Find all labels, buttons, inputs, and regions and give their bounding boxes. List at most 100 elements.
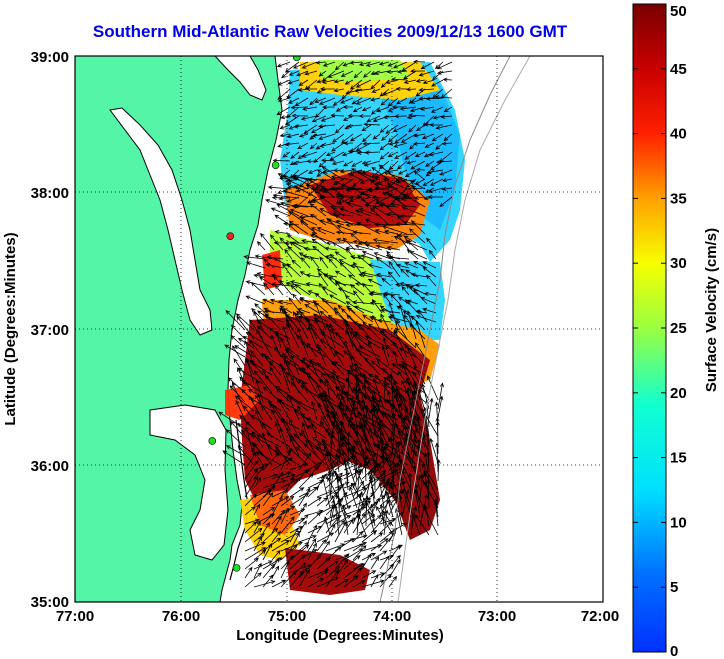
velocity-arrow [400,268,410,278]
velocity-arrow [306,425,327,439]
velocity-arrow [387,151,399,158]
velocity-arrow [321,158,336,163]
velocity-arrow [253,443,273,466]
velocity-arrow [415,320,426,349]
velocity-arrow [335,195,354,208]
velocity-arrow [425,96,444,101]
velocity-arrow [367,323,390,340]
velocity-arrow [334,124,345,134]
velocity-arrow [286,88,300,99]
velocity-arrow [381,225,408,235]
colorbar-tick-label: 25 [670,320,687,337]
velocity-arrow [308,359,336,376]
velocity-arrow [421,463,439,491]
velocity-arrow [320,331,345,349]
velocity-arrow [370,106,381,115]
velocity-arrow [277,400,300,412]
velocity-arrow [248,339,264,358]
velocity-arrow [404,437,412,464]
velocity-arrow [326,413,340,437]
velocity-arrow [271,557,280,570]
velocity-arrow [253,503,261,516]
colorbar-tick-label: 5 [670,579,678,596]
velocity-arrow [415,283,428,288]
velocity-arrow [271,496,290,507]
velocity-arrow [416,416,421,437]
velocity-arrow [334,515,352,525]
velocity-arrow [281,70,291,79]
velocity-arrow [290,105,309,110]
velocity-arrow [256,272,275,278]
velocity-arrow [415,514,430,536]
velocity-arrow [311,133,327,138]
velocity-arrow [295,70,309,77]
velocity-arrow [370,478,386,498]
velocity-arrow [333,168,345,173]
velocity-arrow [284,142,300,147]
velocity-arrow [354,244,374,251]
velocity-arrow [400,133,417,143]
velocity-arrow [352,480,365,498]
velocity-arrow [405,87,417,92]
velocity-arrow [292,293,302,305]
velocity-arrow [422,505,439,536]
velocity-arrow [234,345,255,358]
velocity-arrow [254,254,275,260]
map-grid [75,56,603,602]
velocity-arrow [402,397,412,428]
velocity-arrow [287,223,300,235]
velocity-arrow [345,222,372,228]
velocity-arrow [243,254,266,260]
velocity-arrow [379,469,399,480]
velocity-arrow [245,280,266,287]
velocity-arrow [388,481,407,489]
velocity-arrow [378,61,390,66]
x-tick-label: 72:00 [581,608,619,625]
x-tick-label: 75:00 [268,608,306,625]
velocity-arrow [388,554,401,570]
velocity-arrow [371,166,390,181]
velocity-arrow [250,414,273,430]
velocity-arrow [277,88,291,100]
velocity-arrow [233,358,246,376]
velocity-arrow [335,106,345,112]
velocity-arrow [349,446,358,482]
velocity-arrow [398,347,417,358]
velocity-arrow [343,141,354,146]
velocity-arrow [428,249,437,260]
velocity-arrow [434,95,453,100]
isobath-contour [379,56,511,602]
velocity-arrow [411,184,426,199]
velocity-arrow [398,393,404,428]
velocity-arrow [352,230,372,235]
velocity-arrow [410,272,428,278]
velocity-arrow [251,307,266,323]
velocity-arrow [309,213,327,226]
velocity-arrow [357,373,381,385]
velocity-arrow [406,160,417,165]
velocity-arrow [361,570,377,579]
velocity-arrow [382,367,399,385]
velocity-arrow [352,106,363,113]
velocity-arrow [349,60,363,65]
velocity-arrow [316,497,328,507]
velocity-arrow [325,151,336,157]
velocity-arrow [349,330,372,349]
velocity-arrow [395,86,408,91]
velocity-arrow [383,379,388,401]
velocity-arrow [325,460,339,480]
velocity-arrow [242,336,264,349]
velocity-arrow [385,344,399,358]
velocity-arrow [305,86,318,92]
velocity-arrow [276,106,291,116]
velocity-arrow [375,272,392,278]
colorbar-tick-label: 20 [670,385,687,402]
velocity-arrow [391,362,408,376]
velocity-arrow [414,151,426,157]
velocity-arrow [405,284,419,296]
velocity-arrow [432,115,444,120]
velocity-arrow [418,87,435,92]
velocity-arrow [361,160,372,165]
velocity-arrow [366,115,381,123]
velocity-arrow [271,471,292,480]
